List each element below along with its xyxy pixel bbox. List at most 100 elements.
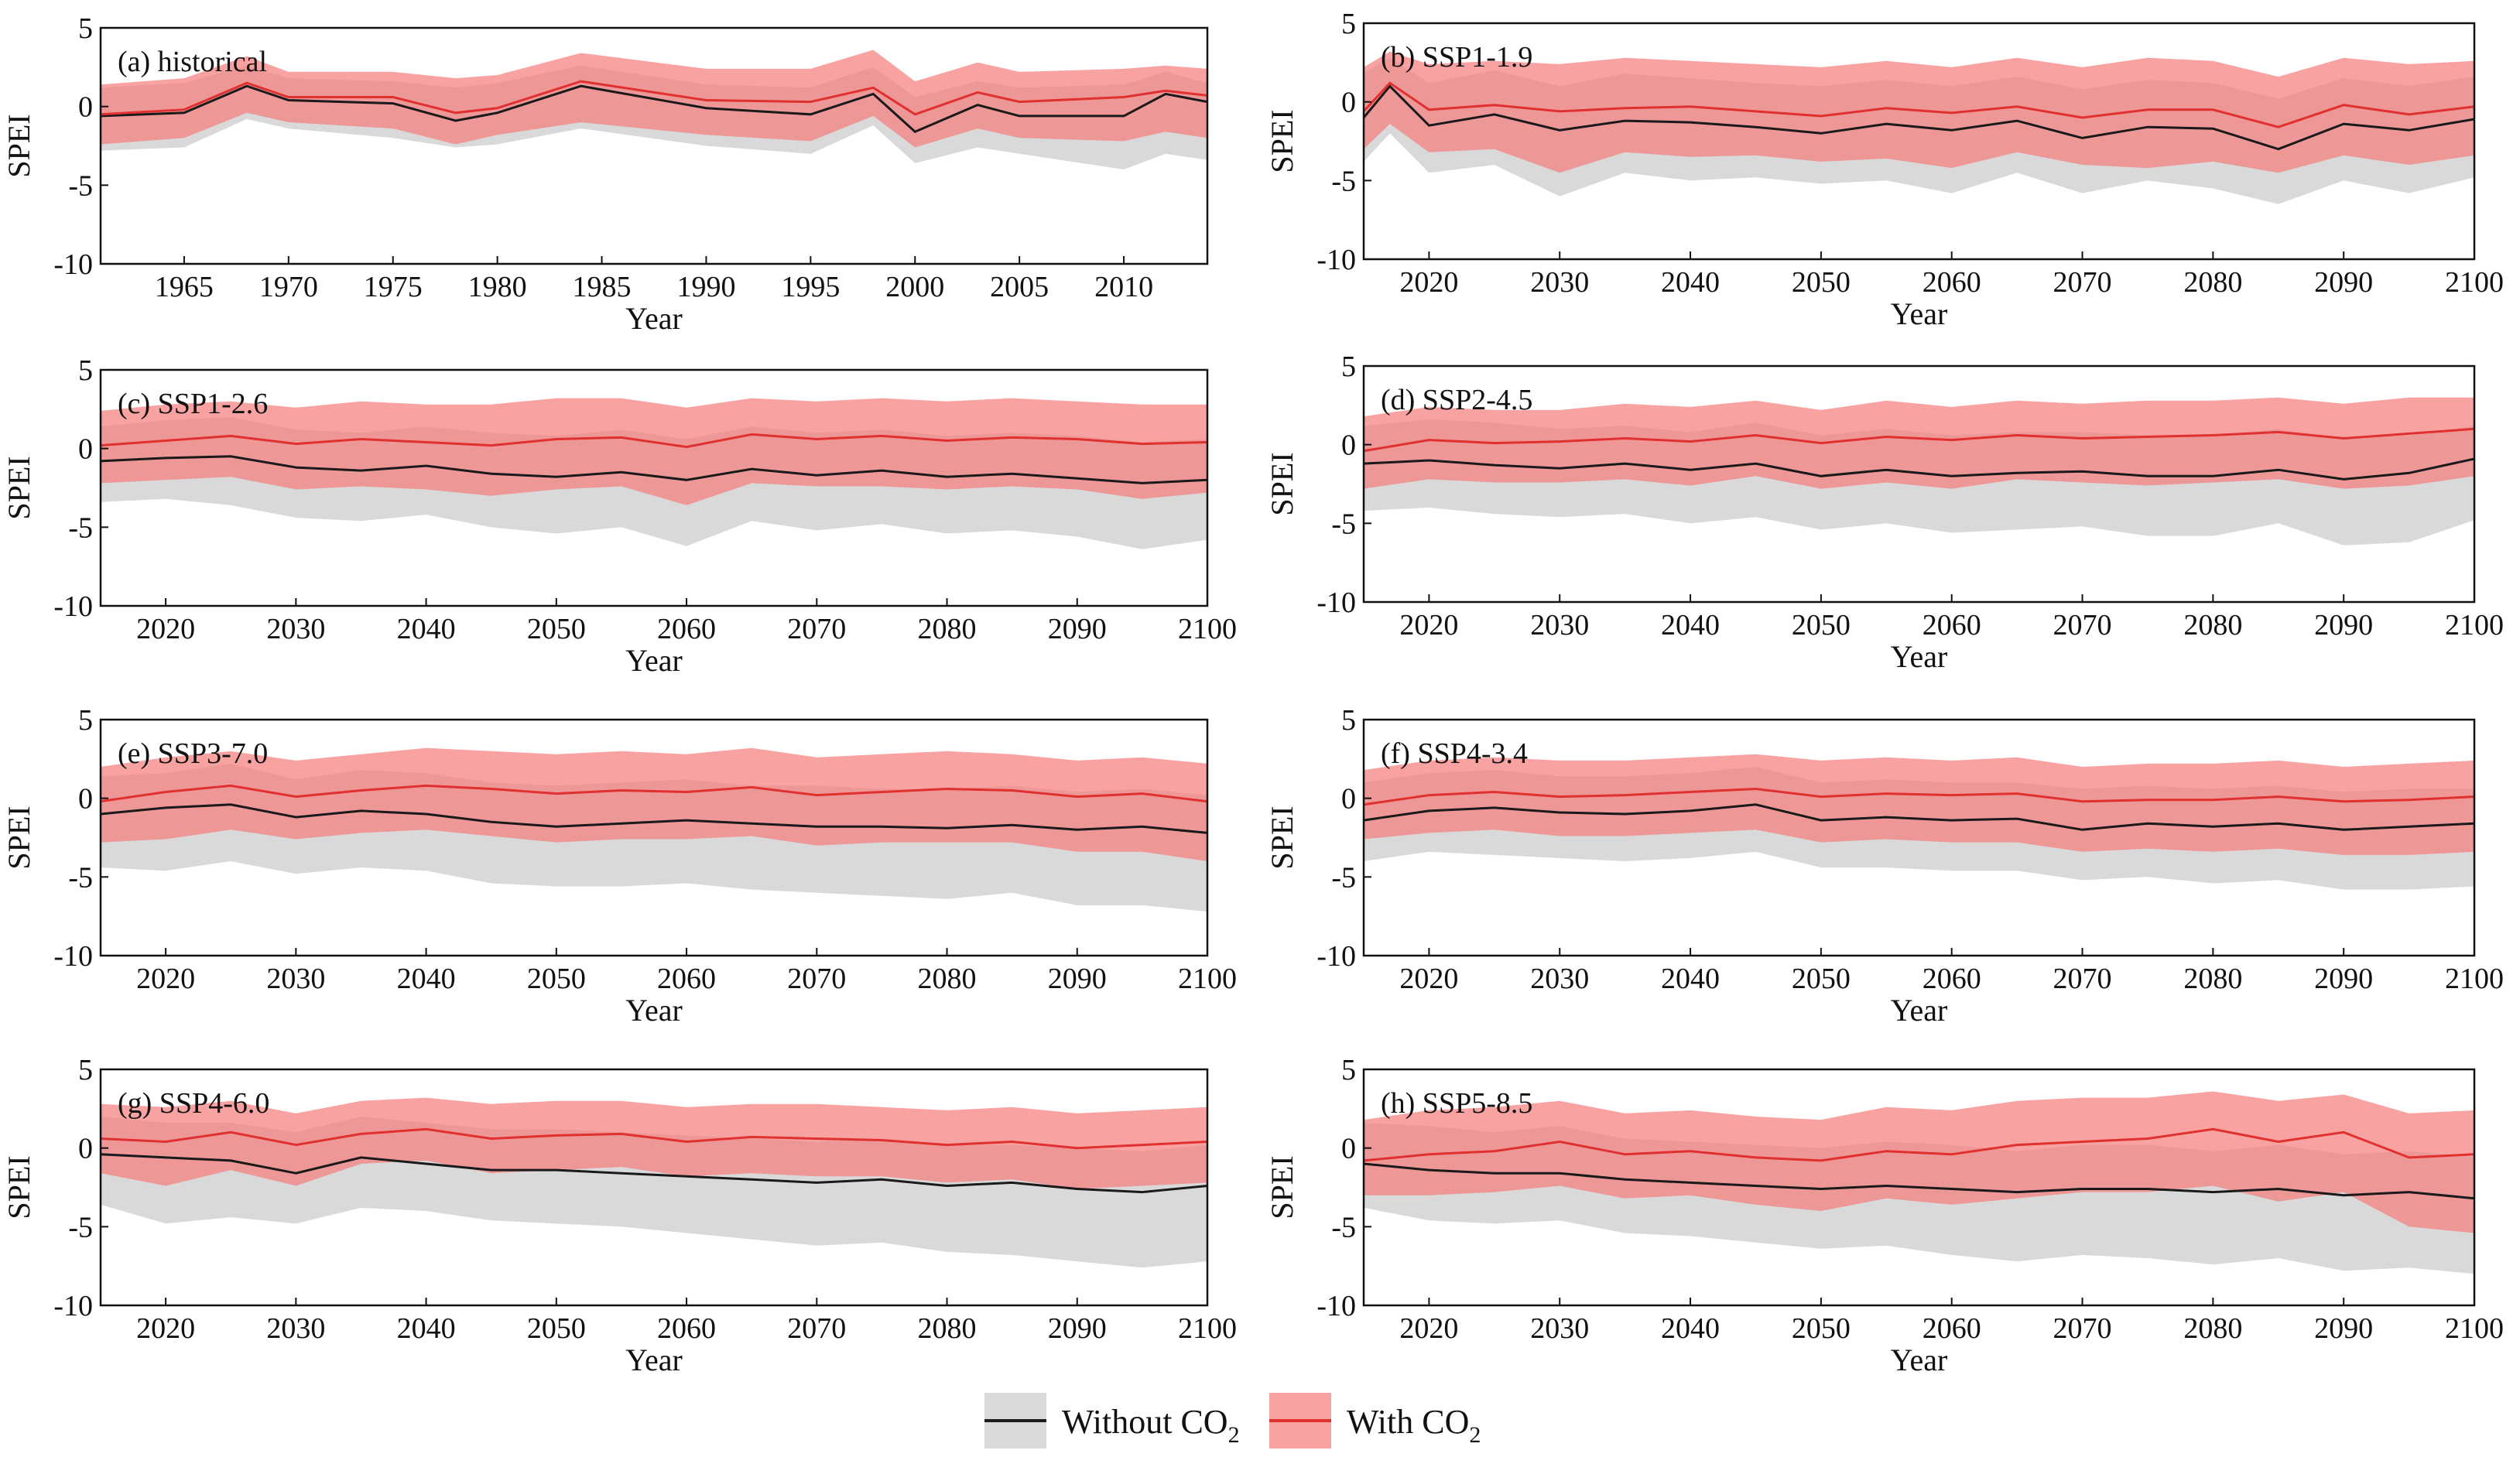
ylabel-f: SPEI bbox=[1265, 806, 1299, 869]
panel-f: 5 0 -5 -10 2020 2030 2040 2050 2060 2070 2080 2090 2… bbox=[1265, 704, 2504, 1028]
xtick-label-g: 2030 bbox=[266, 1312, 325, 1345]
xtick-label-b: 2100 bbox=[2445, 266, 2504, 299]
xlabel-c: Year bbox=[625, 643, 683, 678]
xtick-label-h: 2080 bbox=[2183, 1312, 2242, 1345]
ytick-label-f: 5 bbox=[1341, 704, 1356, 737]
legend-label: With CO2 bbox=[1347, 1403, 1481, 1448]
plot-area-f bbox=[1364, 754, 2474, 890]
line-with-co2-b bbox=[1364, 81, 2474, 128]
xtick-label-e: 2040 bbox=[397, 963, 456, 995]
panel-title-b: (b) SSP1-1.9 bbox=[1381, 41, 1532, 74]
ylabel-g: SPEI bbox=[2, 1155, 36, 1219]
xtick-label-h: 2070 bbox=[2053, 1312, 2112, 1345]
xtick-label-a: 2000 bbox=[885, 271, 944, 303]
xtick-label-e: 2080 bbox=[918, 963, 977, 995]
line-without-co2-e bbox=[101, 803, 1207, 834]
xtick-label-d: 2100 bbox=[2445, 609, 2504, 641]
xtick-label-b: 2090 bbox=[2314, 266, 2373, 299]
ytick-label-c: -5 bbox=[68, 511, 93, 544]
plot-area-g bbox=[101, 1097, 1207, 1268]
xtick-label-c: 2090 bbox=[1048, 613, 1107, 645]
xtick-label-c: 2050 bbox=[527, 613, 586, 645]
xlabel-g: Year bbox=[625, 1343, 683, 1377]
line-without-co2-b bbox=[1364, 84, 2474, 151]
ytick-label-c: 0 bbox=[78, 433, 93, 466]
ytick-label-b: 5 bbox=[1341, 8, 1356, 40]
legend: Without CO2 With CO2 bbox=[984, 1393, 1481, 1449]
xtick-label-e: 2070 bbox=[787, 963, 846, 995]
xtick-label-b: 2050 bbox=[1792, 266, 1851, 299]
line-with-co2-g bbox=[101, 1127, 1207, 1150]
ytick-label-e: 0 bbox=[78, 783, 93, 816]
xtick-label-c: 2080 bbox=[918, 613, 977, 645]
xtick-label-d: 2020 bbox=[1399, 609, 1458, 641]
ylabel-b: SPEI bbox=[1265, 109, 1299, 173]
xtick-label-f: 2030 bbox=[1530, 963, 1589, 995]
ytick-label-e: 5 bbox=[78, 704, 93, 737]
ylabel-d: SPEI bbox=[1265, 452, 1299, 515]
xlabel-d: Year bbox=[1891, 639, 1948, 674]
ytick-label-e: -10 bbox=[53, 940, 93, 973]
ytick-label-a: 0 bbox=[78, 91, 93, 124]
panel-title-e: (e) SSP3-7.0 bbox=[118, 737, 268, 770]
ytick-label-a: -5 bbox=[68, 169, 93, 202]
plot-area-c bbox=[101, 398, 1207, 549]
legend-item-without-co2: Without CO2 bbox=[984, 1393, 1240, 1449]
legend-label: Without CO2 bbox=[1062, 1403, 1240, 1448]
ytick-label-g: 5 bbox=[78, 1054, 93, 1086]
xtick-label-e: 2060 bbox=[657, 963, 716, 995]
line-without-co2-d bbox=[1364, 457, 2474, 481]
plot-frame-c bbox=[99, 368, 1209, 607]
xtick-label-a: 1970 bbox=[259, 271, 318, 303]
xtick-label-e: 2100 bbox=[1178, 963, 1237, 995]
line-with-co2-h bbox=[1364, 1127, 2474, 1162]
plot-frame-h bbox=[1362, 1068, 2476, 1307]
line-with-co2-d bbox=[1364, 427, 2474, 453]
xtick-label-d: 2060 bbox=[1923, 609, 1981, 641]
ylabel-h: SPEI bbox=[1265, 1155, 1299, 1219]
panel-title-g: (g) SSP4-6.0 bbox=[118, 1087, 269, 1120]
xtick-label-c: 2040 bbox=[397, 613, 456, 645]
line-with-co2-c bbox=[101, 433, 1207, 449]
line-without-co2-f bbox=[1364, 803, 2474, 831]
xtick-label-d: 2080 bbox=[2183, 609, 2242, 641]
xlabel-a: Year bbox=[625, 301, 683, 336]
panel-title-d: (d) SSP2-4.5 bbox=[1381, 384, 1532, 416]
xtick-label-f: 2050 bbox=[1792, 963, 1851, 995]
xtick-label-d: 2070 bbox=[2053, 609, 2112, 641]
line-with-co2-e bbox=[101, 784, 1207, 803]
xtick-label-h: 2020 bbox=[1399, 1312, 1458, 1345]
xtick-label-h: 2060 bbox=[1923, 1312, 1981, 1345]
xtick-label-a: 2005 bbox=[990, 271, 1049, 303]
band-with-co2-c bbox=[101, 398, 1207, 505]
xtick-label-f: 2040 bbox=[1661, 963, 1720, 995]
xtick-label-g: 2040 bbox=[397, 1312, 456, 1345]
xtick-label-h: 2040 bbox=[1661, 1312, 1720, 1345]
line-with-co2-a bbox=[101, 80, 1207, 116]
xtick-label-a: 1990 bbox=[676, 271, 735, 303]
xtick-label-b: 2060 bbox=[1923, 266, 1981, 299]
xtick-label-a: 1980 bbox=[468, 271, 527, 303]
xtick-label-a: 1965 bbox=[155, 271, 214, 303]
plot-frame-a bbox=[99, 26, 1209, 265]
plot-area-b bbox=[1364, 51, 2474, 204]
xtick-label-f: 2060 bbox=[1923, 963, 1981, 995]
xtick-label-a: 1975 bbox=[364, 271, 423, 303]
xtick-label-g: 2070 bbox=[787, 1312, 846, 1345]
panel-b: 5 0 -5 -10 2020 2030 2040 2050 2060 2070 2080 2090 2… bbox=[1265, 8, 2504, 331]
xtick-label-c: 2060 bbox=[657, 613, 716, 645]
plot-frame-g bbox=[99, 1068, 1209, 1307]
xtick-label-c: 2020 bbox=[136, 613, 195, 645]
line-with-co2-f bbox=[1364, 787, 2474, 806]
line-without-co2-a bbox=[101, 84, 1207, 133]
xtick-label-c: 2070 bbox=[787, 613, 846, 645]
ytick-label-h: -10 bbox=[1316, 1290, 1356, 1322]
xtick-label-g: 2080 bbox=[918, 1312, 977, 1345]
xtick-label-e: 2050 bbox=[527, 963, 586, 995]
xtick-label-c: 2100 bbox=[1178, 613, 1237, 645]
ytick-label-h: 5 bbox=[1341, 1054, 1356, 1086]
xtick-label-d: 2090 bbox=[2314, 609, 2373, 641]
panel-d: 5 0 -5 -10 2020 2030 2040 2050 2060 2070 2080 2090 2… bbox=[1265, 351, 2504, 674]
ytick-label-g: 0 bbox=[78, 1133, 93, 1165]
